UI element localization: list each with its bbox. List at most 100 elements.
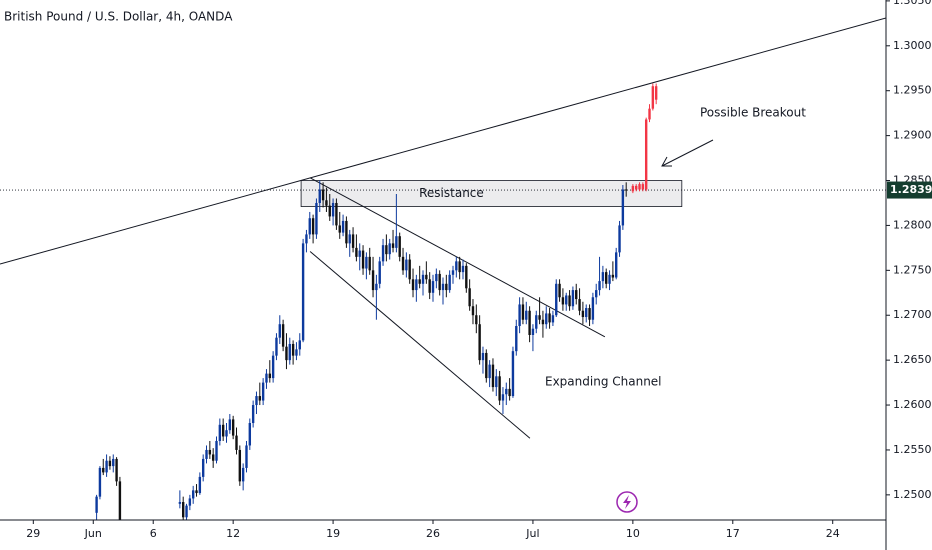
candle-body <box>248 423 252 446</box>
y-tick-label: 1.30000 <box>893 39 932 52</box>
candle-body <box>95 496 98 513</box>
event-icon <box>616 491 638 513</box>
candle-body <box>541 319 545 325</box>
candle-body <box>331 202 335 217</box>
candle-body <box>575 290 578 300</box>
candle-body <box>495 376 498 388</box>
candle-body <box>558 283 561 298</box>
candle-body <box>378 261 381 284</box>
candle-body <box>591 297 595 320</box>
candle-body <box>261 382 265 401</box>
candle-body <box>381 245 385 262</box>
candle-body <box>505 388 508 395</box>
candle-body <box>338 225 341 233</box>
candle-body <box>225 430 228 437</box>
candle-body <box>251 405 255 424</box>
candle-body <box>218 424 222 441</box>
candle-body <box>641 184 645 190</box>
candle-body <box>112 458 115 467</box>
candle-body <box>408 259 411 280</box>
candle-body <box>185 505 188 518</box>
candle-body <box>368 256 371 271</box>
candle-body <box>315 202 318 235</box>
candle-body <box>365 256 368 269</box>
candle-body <box>571 290 575 307</box>
y-tick-label: 1.26000 <box>893 398 932 411</box>
candle-body <box>551 315 555 323</box>
candle-body <box>308 218 311 235</box>
candle-body <box>461 265 465 273</box>
candle-body <box>578 299 581 311</box>
candle-body <box>191 490 195 499</box>
candle-body <box>508 388 511 397</box>
candle-body <box>105 460 108 473</box>
x-tick-label: Jun <box>84 527 102 540</box>
candle-body <box>345 220 348 244</box>
candle-body <box>358 250 361 257</box>
candle-body <box>325 200 328 206</box>
candle-body <box>285 346 288 361</box>
candle-body <box>275 337 278 356</box>
plot-area: Resistance <box>0 17 886 520</box>
candle-body <box>415 279 418 291</box>
candle-body <box>644 119 648 190</box>
candle-body <box>108 460 112 467</box>
candle-body <box>205 449 208 459</box>
candle-body <box>585 308 588 318</box>
candle-body <box>445 283 448 291</box>
candle-body <box>615 252 618 278</box>
candle-body <box>605 272 608 284</box>
last-price-tag <box>887 181 932 199</box>
candle-body <box>425 274 428 280</box>
x-tick-label: 19 <box>326 527 340 540</box>
candle-body <box>115 458 118 482</box>
candle-body <box>455 261 458 271</box>
candle-body <box>318 189 321 203</box>
candle-body <box>361 250 365 269</box>
arrow <box>661 139 714 167</box>
candle-body <box>471 306 475 316</box>
candle-body <box>531 328 535 335</box>
candle-body <box>118 481 122 520</box>
candle-body <box>521 304 525 320</box>
candle-body <box>488 364 491 379</box>
candle-body <box>388 243 391 255</box>
candle-body <box>102 467 105 473</box>
candle-body <box>631 185 635 192</box>
candle-body <box>638 184 641 190</box>
candle-body <box>548 313 551 323</box>
last-price-label: 1.28394 <box>890 183 932 196</box>
candle-body <box>178 502 182 504</box>
candle-body <box>281 324 285 347</box>
candle-body <box>265 373 268 383</box>
y-tick-label: 1.28000 <box>893 218 932 231</box>
candle-body <box>538 315 541 320</box>
candle-body <box>301 243 305 341</box>
candle-body <box>211 454 215 461</box>
candle-body <box>335 202 338 226</box>
candle-body <box>395 236 398 248</box>
candle-body <box>435 273 438 282</box>
candle-body <box>351 234 355 248</box>
candle-body <box>608 274 611 284</box>
candle-body <box>611 274 615 278</box>
candle-body <box>198 476 202 494</box>
candle-body <box>601 272 605 282</box>
candle-body <box>375 283 378 291</box>
x-tick-label: 6 <box>150 527 157 540</box>
x-tick-label: 26 <box>426 527 440 540</box>
candle-body <box>221 424 225 437</box>
candle-body <box>438 273 441 291</box>
candle-body <box>208 449 212 455</box>
candle-body <box>241 467 245 482</box>
candle-body <box>518 304 521 327</box>
candle-body <box>328 205 331 217</box>
candle-body <box>271 355 275 379</box>
chart-title: British Pound / U.S. Dollar, 4h, OANDA <box>4 10 233 24</box>
annotation: Possible Breakout <box>700 106 806 120</box>
candle-body <box>228 419 232 431</box>
candle-body <box>405 259 408 271</box>
x-tick-label: 17 <box>726 527 740 540</box>
y-tick-label: 1.27500 <box>893 263 932 276</box>
